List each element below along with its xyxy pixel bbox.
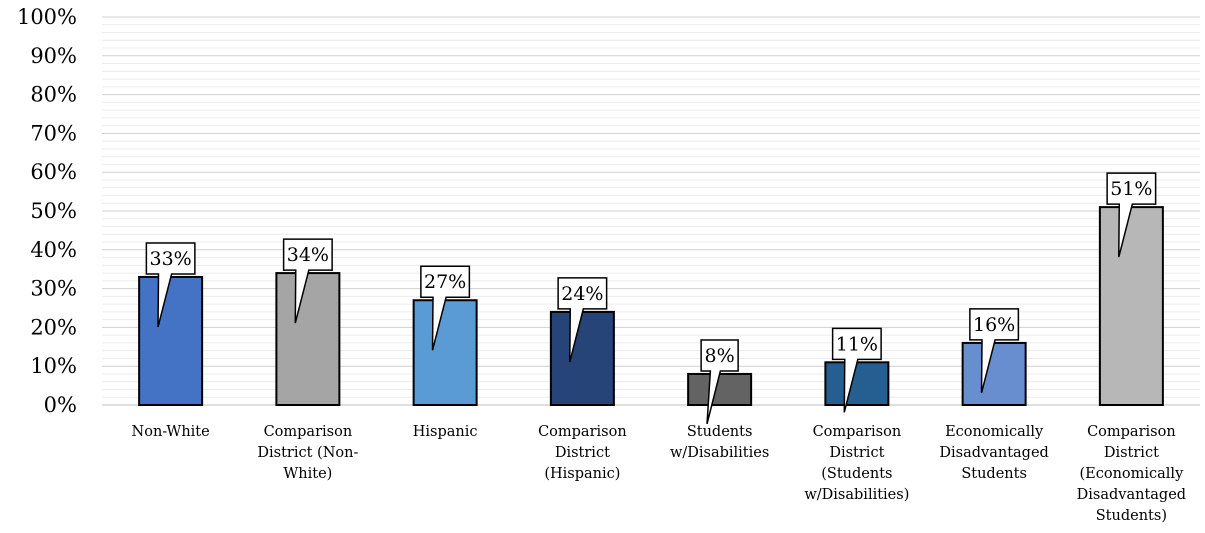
bar <box>275 272 341 406</box>
x-tick-label: Comparison District (Students w/Disabilitie… <box>804 424 909 503</box>
data-label: 27% <box>424 271 466 293</box>
data-label-callout <box>145 242 196 328</box>
data-label: 34% <box>287 244 329 266</box>
x-tick-label-line: Students <box>961 466 1027 482</box>
data-label-callout <box>831 327 882 413</box>
x-tick-label-line: Comparison <box>538 424 627 440</box>
x-tick-label: Non-White <box>132 424 210 440</box>
bars <box>138 206 1164 407</box>
x-tick-label-line: w/Disabilities) <box>804 487 909 503</box>
x-tick-label-line: Comparison <box>813 424 902 440</box>
x-axis-labels: Non-White Comparison District (Non- White) H… <box>132 424 1187 524</box>
x-tick-label-line: District <box>555 445 610 461</box>
x-tick-label-line: w/Disabilities <box>670 445 769 461</box>
x-tick-label-line: (Economically <box>1079 466 1184 482</box>
x-tick-label-line: Comparison <box>264 424 353 440</box>
data-label-callout <box>700 339 739 425</box>
x-tick-label: Economically Disadvantaged Students <box>939 424 1048 482</box>
x-tick-label-line: (Hispanic) <box>544 466 620 482</box>
data-label: 16% <box>973 314 1015 336</box>
y-tick-label: 10% <box>30 354 77 378</box>
x-tick-label-line: Students <box>687 424 753 440</box>
bar <box>412 299 478 406</box>
data-labels: 33% 34% 27% 24% 8% 11% 16% 51% <box>145 172 1157 425</box>
data-label-callout <box>420 265 471 351</box>
y-tick-label: 30% <box>30 277 77 301</box>
data-label: 24% <box>561 283 603 305</box>
x-tick-label-line: Economically <box>945 424 1044 440</box>
x-tick-label-line: District <box>829 445 884 461</box>
x-tick-label-line: Disadvantaged <box>939 445 1048 461</box>
data-label-callout <box>557 277 608 363</box>
bar <box>549 310 615 407</box>
x-tick-label-line: District <box>1104 445 1159 461</box>
x-tick-label-line: Comparison <box>1087 424 1176 440</box>
y-tick-label: 100% <box>17 5 77 29</box>
x-tick-label: Comparison District (Economically Disadvant… <box>1077 424 1186 524</box>
bar <box>1098 206 1164 406</box>
x-tick-label-line: Hispanic <box>413 424 478 440</box>
x-tick-label: Comparison District (Hispanic) <box>538 424 627 482</box>
x-tick-label: Hispanic <box>413 424 478 440</box>
data-label: 8% <box>705 345 735 367</box>
data-label-callout <box>969 308 1020 394</box>
x-tick-label: Comparison District (Non- White) <box>257 424 358 482</box>
y-tick-label: 0% <box>44 393 77 417</box>
y-tick-label: 50% <box>30 199 77 223</box>
data-label-callout <box>282 238 333 324</box>
data-label-callout <box>1106 172 1157 258</box>
y-tick-label: 40% <box>30 238 77 262</box>
gridlines <box>102 16 1200 406</box>
x-tick-label-line: District (Non- <box>257 445 358 461</box>
x-tick-label: Students w/Disabilities <box>670 424 769 461</box>
x-tick-label-line: (Students <box>821 466 892 482</box>
x-tick-label-line: Students) <box>1096 508 1167 524</box>
x-tick-label-line: Non-White <box>132 424 210 440</box>
data-label: 51% <box>1110 178 1152 200</box>
y-tick-label: 20% <box>30 315 77 339</box>
bar <box>961 341 1027 407</box>
y-axis-ticks: 0% 10% 20% 30% 40% 50% 60% 70% 80% 90% 100% <box>17 5 77 417</box>
x-tick-label-line: Disadvantaged <box>1077 487 1186 503</box>
bar <box>824 361 890 407</box>
data-label: 11% <box>836 333 878 355</box>
y-tick-label: 70% <box>30 121 77 145</box>
bar <box>138 275 204 406</box>
bar <box>687 372 753 406</box>
y-tick-label: 80% <box>30 83 77 107</box>
y-tick-label: 90% <box>30 44 77 68</box>
y-tick-label: 60% <box>30 160 77 184</box>
data-label: 33% <box>150 248 192 270</box>
x-tick-label-line: White) <box>283 466 332 482</box>
